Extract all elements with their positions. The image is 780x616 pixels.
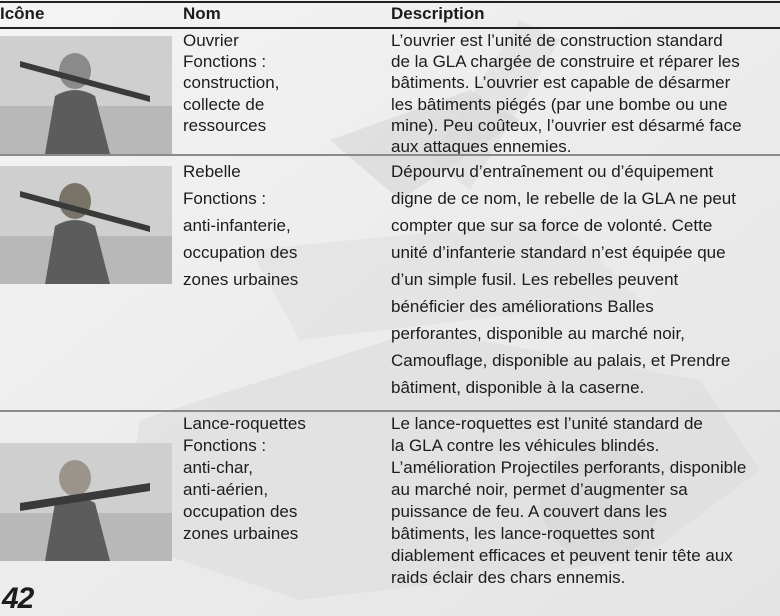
page-number: 42 [2,582,34,615]
description-cell: Le lance-roquettes est l’unité standard … [391,413,746,589]
row-rule [0,154,780,156]
row-rule [0,410,780,412]
functions-label: Fonctions : [183,52,267,72]
description-line: aux attaques ennemies. [391,137,572,157]
function-line: anti-char, [183,458,253,477]
description-line: la GLA contre les véhicules blindés. [391,436,660,455]
description-line: Camouflage, disponible au palais, et Pre… [391,351,731,370]
description-line: bâtiments, les lance-roquettes sont [391,524,655,543]
unit-name: Lance-roquettes [183,414,306,433]
name-cell: Rebelle Fonctions : anti-infanterie, occupa… [183,158,298,293]
description-line: digne de ce nom, le rebelle de la GLA ne… [391,189,736,208]
function-line: anti-aérien, [183,480,269,499]
description-line: Le lance-roquettes est l’unité standard … [391,414,703,433]
function-line: zones urbaines [183,270,299,289]
header-description: Description [391,4,485,23]
function-line: construction, [183,73,280,93]
header-icon: Icône [0,4,45,23]
description-line: bénéficier des améliorations Balles [391,297,654,316]
header-name: Nom [183,4,221,23]
description-line: d’un simple fusil. Les rebelles peuvent [391,270,679,289]
description-cell: Dépourvu d’entraînement ou d’équipement d… [391,158,736,401]
unit-name: Rebelle [183,162,241,181]
description-line: L’ouvrier est l’unité de construction st… [391,31,723,50]
description-line: de la GLA chargée de construire et répar… [391,52,740,72]
function-line: zones urbaines [183,524,299,543]
function-line: anti-infanterie, [183,216,291,235]
description-line: les bâtiments piégés (par une bombe ou u… [391,94,728,114]
description-line: Dépourvu d’entraînement ou d’équipement [391,162,714,181]
function-line: occupation des [183,502,298,521]
function-line: occupation des [183,243,298,262]
functions-label: Fonctions : [183,189,267,208]
description-line: diablement efficaces et peuvent tenir tê… [391,546,733,565]
description-line: compter que sur sa force de volonté. Cet… [391,216,713,235]
description-line: au marché noir, permet d’augmenter sa [391,480,688,499]
header-rule [0,27,780,29]
functions-label: Fonctions : [183,436,267,455]
unit-icon [0,166,172,284]
description-cell: L’ouvrier est l’unité de construction st… [391,30,742,157]
description-line: mine). Peu coûteux, l’ouvrier est désarm… [391,115,742,135]
unit-icon [0,443,172,561]
unit-name: Ouvrier [183,31,239,50]
name-cell: Lance-roquettes Fonctions : anti-char, anti… [183,413,306,545]
function-line: ressources [183,115,267,135]
description-line: unité d’infanterie standard n’est équipé… [391,243,726,262]
function-line: collecte de [183,94,265,114]
description-line: puissance de feu. A couvert dans les [391,502,667,521]
description-line: bâtiments. L’ouvrier est capable de désa… [391,73,731,93]
name-cell: Ouvrier Fonctions : construction, collecte … [183,30,279,136]
description-line: bâtiment, disponible à la caserne. [391,378,645,397]
description-line: L’amélioration Projectiles perforants, d… [391,458,747,477]
unit-icon [0,36,172,154]
top-rule [0,1,780,3]
description-line: raids éclair des chars ennemis. [391,568,626,587]
description-line: perforantes, disponible au marché noir, [391,324,685,343]
